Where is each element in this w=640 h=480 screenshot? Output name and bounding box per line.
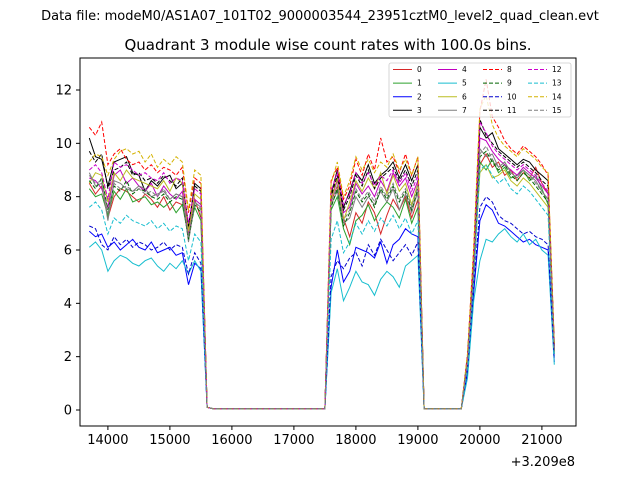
chart-title: Quadrant 3 module wise count rates with … xyxy=(124,36,531,54)
y-tick-label: 2 xyxy=(64,350,72,365)
series-line-13 xyxy=(88,163,555,410)
legend-label-10: 10 xyxy=(507,92,517,101)
x-tick-label: 18000 xyxy=(335,433,376,448)
x-tick-label: 20000 xyxy=(459,433,500,448)
x-tick-label: 17000 xyxy=(273,433,314,448)
x-tick-label: 19000 xyxy=(397,433,438,448)
y-axis: 0 2 4 6 8 10 12 xyxy=(55,84,80,419)
legend-label-8: 8 xyxy=(507,65,512,74)
y-tick-label: 8 xyxy=(64,190,72,205)
x-offset-label: +3.209e8 xyxy=(511,455,575,470)
y-tick-label: 0 xyxy=(64,404,72,419)
legend-label-15: 15 xyxy=(552,106,562,115)
x-tick-label: 16000 xyxy=(211,433,252,448)
legend-label-6: 6 xyxy=(462,92,467,101)
legend-label-14: 14 xyxy=(552,92,562,101)
y-tick-label: 12 xyxy=(55,84,72,99)
legend-label-0: 0 xyxy=(417,65,422,74)
y-tick-label: 6 xyxy=(64,244,72,259)
legend-label-1: 1 xyxy=(417,79,422,88)
y-tick-label: 4 xyxy=(64,297,72,312)
legend-box xyxy=(388,62,572,118)
legend-label-3: 3 xyxy=(417,106,422,115)
y-tick-label: 10 xyxy=(55,137,72,152)
x-tick-label: 21000 xyxy=(521,433,562,448)
series-line-15 xyxy=(88,145,555,410)
plot-background xyxy=(80,58,576,426)
x-axis: 14000 15000 16000 17000 18000 19000 20000 21000 xyxy=(87,426,563,448)
legend-label-9: 9 xyxy=(507,79,512,88)
legend-label-12: 12 xyxy=(552,65,562,74)
series-layer xyxy=(88,79,555,410)
x-tick-label: 14000 xyxy=(87,433,128,448)
legend-label-11: 11 xyxy=(507,106,517,115)
legend-label-7: 7 xyxy=(462,106,467,115)
suptitle: Data file: modeM0/AS1A07_101T02_90000035… xyxy=(41,9,599,24)
legend-label-4: 4 xyxy=(462,65,467,74)
axes-frame xyxy=(79,57,577,427)
plot-area: 14000 15000 16000 17000 18000 19000 20000 21000… xyxy=(55,57,577,470)
x-tick-label: 15000 xyxy=(149,433,190,448)
legend-label-5: 5 xyxy=(462,79,467,88)
legend-label-2: 2 xyxy=(417,92,422,101)
legend-label-13: 13 xyxy=(552,79,562,88)
